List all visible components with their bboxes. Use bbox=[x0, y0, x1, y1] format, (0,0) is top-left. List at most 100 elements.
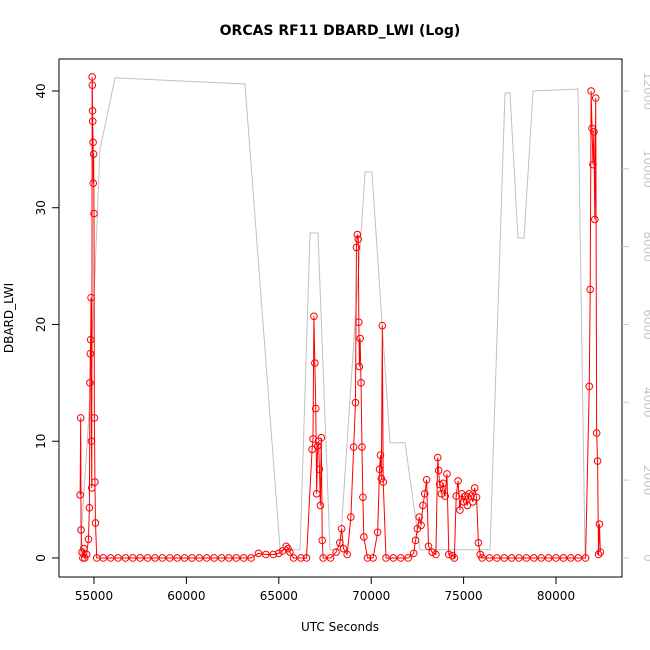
data-point bbox=[85, 503, 94, 512]
data-point bbox=[99, 554, 108, 562]
data-point bbox=[143, 554, 152, 562]
data-point bbox=[456, 506, 464, 514]
y2-tick-label: 6000 bbox=[641, 309, 650, 340]
data-point bbox=[544, 554, 553, 562]
data-point bbox=[420, 489, 429, 498]
data-point bbox=[424, 542, 433, 551]
data-point bbox=[311, 404, 320, 413]
x-tick-label: 70000 bbox=[352, 589, 390, 603]
data-point bbox=[254, 549, 263, 558]
data-point bbox=[585, 382, 594, 391]
data-point bbox=[88, 73, 96, 81]
data-point bbox=[87, 484, 96, 492]
data-point bbox=[76, 491, 84, 499]
data-point bbox=[297, 554, 305, 562]
data-point bbox=[507, 554, 516, 562]
data-point bbox=[448, 551, 457, 560]
data-point bbox=[91, 478, 99, 486]
data-point bbox=[286, 548, 294, 556]
data-point bbox=[382, 554, 390, 562]
x-tick-label: 55000 bbox=[75, 589, 113, 603]
data-point bbox=[351, 398, 360, 407]
data-point bbox=[478, 554, 486, 562]
data-point bbox=[232, 554, 241, 562]
data-point bbox=[275, 549, 283, 558]
data-point bbox=[313, 442, 322, 450]
data-point bbox=[180, 554, 189, 562]
data-point bbox=[432, 550, 440, 559]
data-point bbox=[596, 548, 605, 556]
data-point bbox=[595, 520, 604, 528]
data-point bbox=[552, 554, 560, 562]
data-point bbox=[590, 128, 598, 136]
y-tick-label: 40 bbox=[34, 83, 48, 98]
data-point bbox=[359, 493, 367, 502]
data-point bbox=[587, 87, 595, 95]
data-point bbox=[87, 293, 95, 302]
data-point bbox=[559, 554, 568, 562]
y2-tick-label: 0 bbox=[641, 554, 650, 562]
data-point bbox=[454, 477, 462, 485]
data-point bbox=[592, 429, 601, 437]
data-point bbox=[195, 554, 204, 562]
data-point bbox=[355, 362, 364, 371]
data-point bbox=[515, 554, 523, 562]
y-tick-label: 30 bbox=[34, 200, 48, 215]
data-point bbox=[173, 554, 181, 562]
data-point bbox=[441, 492, 449, 500]
data-point bbox=[347, 513, 355, 521]
data-point bbox=[404, 554, 412, 562]
data-point bbox=[379, 478, 388, 486]
data-point bbox=[335, 538, 344, 547]
data-point bbox=[337, 524, 346, 533]
y2-tick-label: 8000 bbox=[641, 231, 650, 262]
y-tick-label: 20 bbox=[34, 317, 48, 332]
y2-tick-label: 12000 bbox=[641, 72, 650, 110]
data-point bbox=[435, 480, 444, 489]
data-point bbox=[88, 117, 97, 126]
data-point bbox=[136, 554, 145, 562]
data-point bbox=[450, 554, 459, 562]
series-line bbox=[79, 77, 586, 555]
data-point bbox=[352, 243, 361, 252]
data-point bbox=[86, 349, 95, 358]
data-point bbox=[474, 538, 483, 547]
data-point bbox=[89, 150, 98, 158]
data-point bbox=[356, 334, 364, 343]
data-point bbox=[485, 554, 494, 562]
plot-frame bbox=[58, 58, 623, 578]
data-point bbox=[76, 414, 85, 422]
data-point bbox=[262, 550, 270, 559]
data-point bbox=[589, 160, 597, 169]
data-point bbox=[593, 457, 602, 465]
data-point bbox=[90, 209, 98, 218]
chart-title: ORCAS RF11 DBARD_LWI (Log) bbox=[220, 23, 461, 39]
data-point bbox=[360, 533, 368, 541]
y-tick-label: 0 bbox=[34, 554, 48, 562]
data-point bbox=[522, 554, 531, 562]
data-point bbox=[316, 501, 325, 510]
data-point bbox=[493, 554, 501, 562]
data-point bbox=[106, 554, 115, 562]
data-point bbox=[469, 498, 477, 506]
data-point bbox=[465, 489, 473, 498]
y2-tick-label: 10000 bbox=[641, 150, 650, 188]
data-point bbox=[409, 549, 418, 558]
data-point bbox=[269, 550, 278, 559]
data-point bbox=[591, 215, 599, 224]
data-point bbox=[369, 554, 377, 562]
data-point bbox=[378, 321, 387, 330]
data-point bbox=[311, 359, 319, 367]
data-point bbox=[461, 492, 470, 500]
data-point bbox=[500, 554, 509, 562]
data-point bbox=[90, 414, 99, 422]
data-point bbox=[353, 230, 362, 239]
data-point bbox=[308, 445, 316, 454]
data-point bbox=[472, 493, 481, 502]
x-tick-label: 65000 bbox=[260, 589, 298, 603]
data-point bbox=[87, 437, 96, 446]
data-point bbox=[239, 554, 248, 562]
data-point bbox=[443, 470, 451, 478]
data-point bbox=[312, 489, 321, 498]
